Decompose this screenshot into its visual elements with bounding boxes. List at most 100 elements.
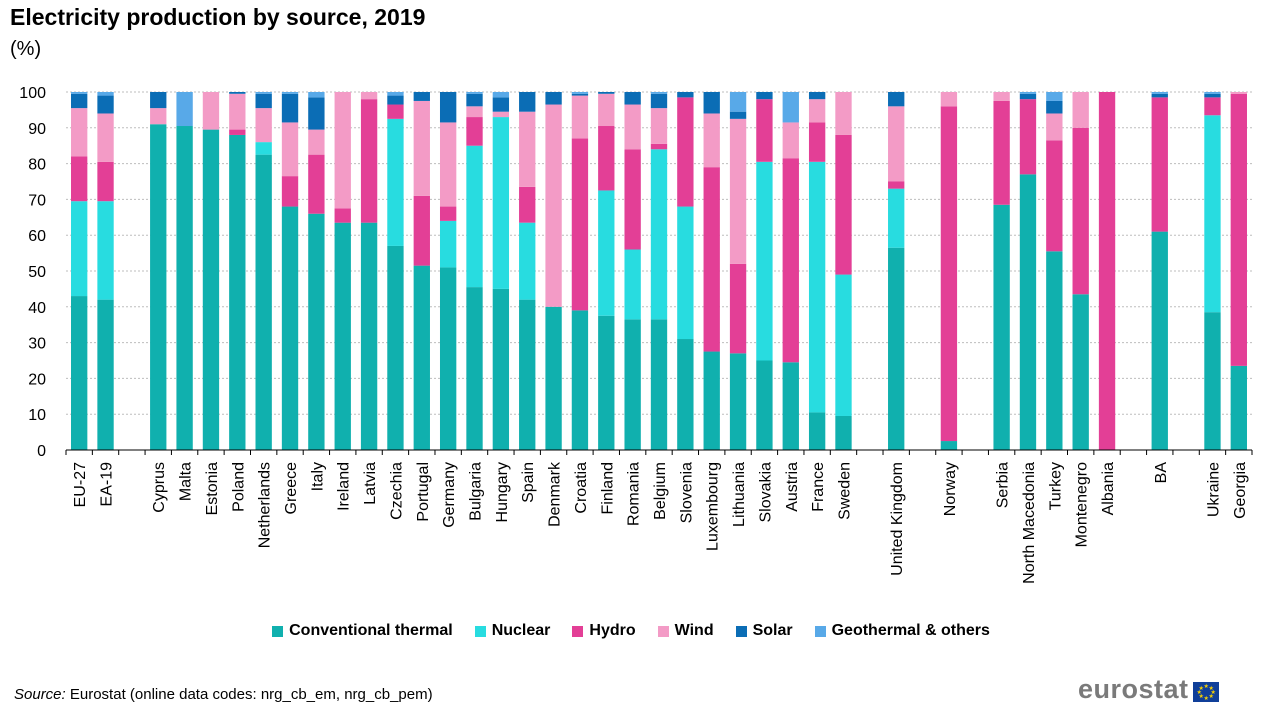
bar-segment-EU-27-5 xyxy=(71,92,88,94)
bar-segment-Bulgaria-4 xyxy=(466,93,483,107)
bar-segment-BA-4 xyxy=(1151,93,1168,98)
y-tick-label: 40 xyxy=(28,300,46,317)
bar-segment-Spain-3 xyxy=(519,111,536,187)
bar-segment-Ireland-3 xyxy=(334,92,351,209)
x-tick-label: Cyprus xyxy=(151,462,168,513)
bar-segment-Croatia-3 xyxy=(571,95,589,139)
bar-segment-EU-27-0 xyxy=(71,296,88,450)
bar-segment-Estonia-3 xyxy=(202,92,220,130)
bar-segment-Spain-4 xyxy=(519,92,536,112)
bar-segment-Luxembourg-2 xyxy=(703,167,720,352)
bar-segment-Hungary-4 xyxy=(492,97,510,112)
bar-segment-Belgium-3 xyxy=(650,108,668,144)
y-tick-label: 60 xyxy=(28,228,46,245)
y-tick-label: 0 xyxy=(37,443,46,460)
bar-segment-Croatia-2 xyxy=(571,138,589,311)
x-tick-label: North Macedonia xyxy=(1021,462,1038,584)
bar-segment-Turkey-2 xyxy=(1046,140,1063,252)
bar-segment-Romania-0 xyxy=(624,319,641,450)
bar-segment-Germany-1 xyxy=(439,220,457,268)
bar-segment-United Kingdom-3 xyxy=(888,106,905,182)
x-tick-label: Netherlands xyxy=(257,462,274,548)
x-tick-label: Bulgaria xyxy=(468,462,485,521)
legend-label: Hydro xyxy=(589,622,636,639)
bar-segment-Turkey-5 xyxy=(1046,92,1063,101)
bar-segment-Spain-1 xyxy=(519,222,536,300)
bar-segment-Spain-0 xyxy=(519,299,536,450)
bar-segment-Denmark-3 xyxy=(545,104,562,307)
bar-segment-Belgium-0 xyxy=(650,319,668,450)
bar-segment-Lithuania-3 xyxy=(729,118,747,264)
bar-segment-Montenegro-3 xyxy=(1072,92,1089,128)
bar-segment-Croatia-4 xyxy=(571,93,589,96)
bar-segment-Hungary-5 xyxy=(492,92,510,98)
bar-segment-Croatia-0 xyxy=(571,310,589,450)
stacked-bar-chart: 0 10 20 30 40 50 60 70 80 90 100 EU-27 EA-19 Cyprus M… xyxy=(19,85,1253,584)
bar-segment-Ireland-2 xyxy=(334,208,351,223)
bar-segment-United Kingdom-1 xyxy=(888,188,905,248)
bar-segment-France-0 xyxy=(808,412,826,450)
x-tick-label: Hungary xyxy=(494,462,511,522)
bar-segment-Italy-0 xyxy=(308,213,325,450)
x-tick-label: Germany xyxy=(441,462,458,528)
bar-segment-Netherlands-3 xyxy=(255,108,272,143)
bar-segment-Sweden-2 xyxy=(835,134,852,275)
bar-segment-Belgium-1 xyxy=(650,149,668,320)
legend-label: Nuclear xyxy=(491,622,551,639)
bar-segment-Ukraine-5 xyxy=(1204,92,1221,94)
bar-segment-North Macedonia-2 xyxy=(1019,99,1037,175)
x-tick-label: BA xyxy=(1153,462,1170,484)
legend-item: Wind xyxy=(657,622,714,640)
bar-segment-Ukraine-4 xyxy=(1204,93,1221,98)
bar-segment-Serbia-3 xyxy=(993,92,1010,101)
bar-segment-Finland-0 xyxy=(598,315,615,450)
bar-segment-Greece-2 xyxy=(281,176,299,207)
bar-segment-Spain-2 xyxy=(519,186,536,223)
bar-segment-Albania-2 xyxy=(1098,92,1116,450)
bar-segment-Finland-1 xyxy=(598,190,615,316)
bar-segment-Turkey-0 xyxy=(1046,251,1063,450)
x-tick-label: Italy xyxy=(309,462,326,491)
legend: Conventional thermal Nuclear Hydro Wind Sola… xyxy=(0,622,1262,640)
bar-segment-North Macedonia-0 xyxy=(1019,174,1037,450)
bar-segment-Portugal-2 xyxy=(413,195,430,266)
bar-segment-Georgia-3 xyxy=(1230,92,1247,94)
bar-segment-United Kingdom-0 xyxy=(888,247,905,450)
bar-segment-Germany-3 xyxy=(439,122,457,207)
bar-segment-Lithuania-0 xyxy=(729,353,747,450)
bar-segment-Finland-4 xyxy=(598,92,615,94)
bar-segment-Germany-4 xyxy=(439,92,457,123)
bar-segment-Sweden-1 xyxy=(835,274,852,416)
bar-segment-Latvia-2 xyxy=(360,99,378,223)
legend-item: Hydro xyxy=(572,622,636,640)
bar-segment-Czechia-2 xyxy=(387,104,404,119)
y-tick-label: 10 xyxy=(28,407,46,424)
bar-segment-Hungary-3 xyxy=(492,111,510,118)
bar-segment-Slovenia-4 xyxy=(677,92,694,98)
legend-swatch xyxy=(572,625,584,637)
bar-segment-EU-27-1 xyxy=(71,201,88,297)
x-tick-label: France xyxy=(810,462,827,512)
bar-segment-Sweden-0 xyxy=(835,415,852,450)
y-tick-label: 100 xyxy=(19,85,46,102)
y-tick-label: 50 xyxy=(28,264,46,281)
x-tick-label: Luxembourg xyxy=(705,462,722,551)
bar-segment-Serbia-2 xyxy=(993,100,1010,205)
bar-segment-Poland-3 xyxy=(229,93,246,130)
legend-label: Geothermal & others xyxy=(831,622,990,639)
bar-segment-Germany-2 xyxy=(439,206,457,221)
x-tick-label: Montenegro xyxy=(1074,462,1091,547)
bar-segment-EA-19-2 xyxy=(97,161,114,202)
bar-segment-BA-5 xyxy=(1151,92,1168,94)
x-tick-label: Norway xyxy=(942,462,959,516)
bar-segment-EU-27-2 xyxy=(71,156,88,202)
bar-segment-France-1 xyxy=(808,161,826,413)
legend-item: Conventional thermal xyxy=(272,622,453,640)
bar-segment-France-3 xyxy=(808,99,826,123)
bar-segment-Poland-0 xyxy=(229,134,246,450)
x-tick-label: Czechia xyxy=(388,462,405,520)
bar-segment-Denmark-4 xyxy=(545,92,562,105)
bar-segment-Netherlands-0 xyxy=(255,154,272,450)
bar-segment-Finland-2 xyxy=(598,126,615,191)
bar-segment-Belgium-5 xyxy=(650,92,668,94)
